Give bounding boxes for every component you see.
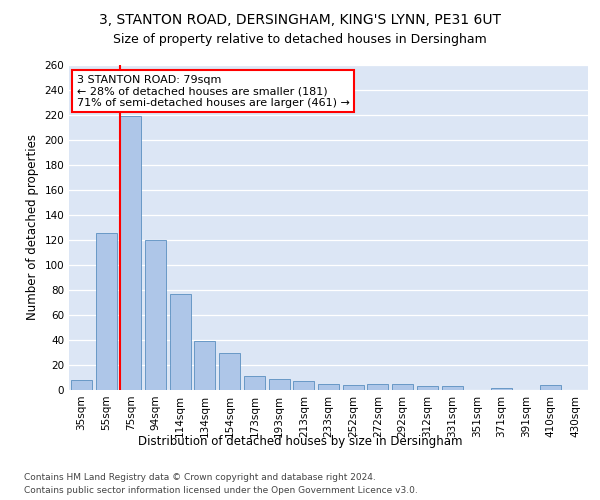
Text: 3, STANTON ROAD, DERSINGHAM, KING'S LYNN, PE31 6UT: 3, STANTON ROAD, DERSINGHAM, KING'S LYNN… <box>99 12 501 26</box>
Text: Contains HM Land Registry data © Crown copyright and database right 2024.: Contains HM Land Registry data © Crown c… <box>24 472 376 482</box>
Text: 3 STANTON ROAD: 79sqm
← 28% of detached houses are smaller (181)
71% of semi-det: 3 STANTON ROAD: 79sqm ← 28% of detached … <box>77 74 350 108</box>
Bar <box>491 388 512 390</box>
Bar <box>392 384 413 390</box>
Bar <box>417 386 438 390</box>
Bar <box>120 116 141 390</box>
Bar <box>343 385 364 390</box>
Bar <box>293 381 314 390</box>
Bar <box>95 232 116 390</box>
Bar <box>170 294 191 390</box>
Y-axis label: Number of detached properties: Number of detached properties <box>26 134 39 320</box>
Bar <box>541 385 562 390</box>
Text: Contains public sector information licensed under the Open Government Licence v3: Contains public sector information licen… <box>24 486 418 495</box>
Bar <box>318 384 339 390</box>
Bar <box>219 352 240 390</box>
Bar <box>244 376 265 390</box>
Bar <box>71 380 92 390</box>
Bar <box>194 341 215 390</box>
Bar <box>442 386 463 390</box>
Bar <box>269 379 290 390</box>
Bar <box>367 384 388 390</box>
Text: Distribution of detached houses by size in Dersingham: Distribution of detached houses by size … <box>138 435 462 448</box>
Text: Size of property relative to detached houses in Dersingham: Size of property relative to detached ho… <box>113 32 487 46</box>
Bar <box>145 240 166 390</box>
